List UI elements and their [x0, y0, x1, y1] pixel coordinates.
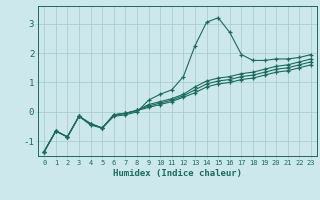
X-axis label: Humidex (Indice chaleur): Humidex (Indice chaleur): [113, 169, 242, 178]
